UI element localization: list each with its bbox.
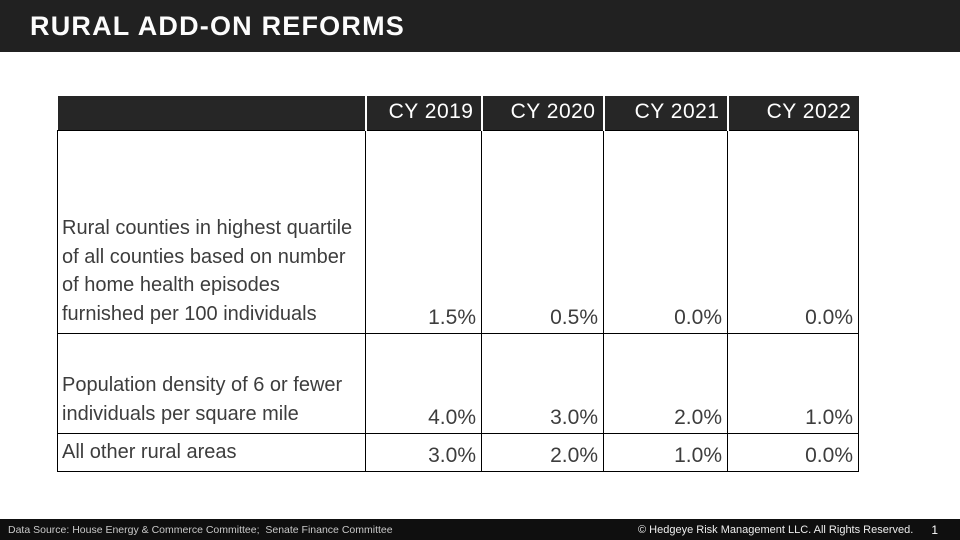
value-cell: 2.0% — [481, 432, 604, 473]
value-cell: 1.5% — [365, 130, 482, 334]
data-source-text: Data Source: House Energy & Commerce Com… — [8, 523, 393, 536]
value-cell: 1.0% — [603, 432, 728, 473]
row-label: Population density of 6 or fewer individ… — [57, 333, 366, 434]
footer-right-group: © Hedgeye Risk Management LLC. All Right… — [638, 523, 950, 537]
title-bar: RURAL ADD-ON REFORMS — [0, 0, 960, 52]
value-cell: 0.0% — [727, 130, 859, 334]
value-cell: 1.0% — [727, 333, 859, 434]
value-cell: 2.0% — [603, 333, 728, 434]
row-label: All other rural areas — [57, 432, 366, 473]
value-cell: 0.0% — [603, 130, 728, 334]
copyright-text: © Hedgeye Risk Management LLC. All Right… — [638, 523, 914, 536]
value-cell: 3.0% — [481, 333, 604, 434]
table-row-population-density: Population density of 6 or fewer individ… — [57, 333, 859, 434]
page-number: 1 — [931, 522, 938, 537]
value-cell: 0.5% — [481, 130, 604, 334]
column-header-cy2020: CY 2020 — [480, 96, 604, 131]
column-header-cy2021: CY 2021 — [602, 96, 728, 131]
row-label: Rural counties in highest quartile of al… — [57, 130, 366, 334]
column-header-cy2022: CY 2022 — [726, 96, 859, 131]
table-header-row: CY 2019 CY 2020 CY 2021 CY 2022 — [57, 96, 859, 131]
page-title: RURAL ADD-ON REFORMS — [30, 10, 405, 41]
rural-addon-table: CY 2019 CY 2020 CY 2021 CY 2022 Rural co… — [57, 96, 859, 473]
footer-bar: Data Source: House Energy & Commerce Com… — [0, 519, 960, 540]
value-cell: 0.0% — [727, 432, 859, 473]
column-header-blank — [57, 96, 366, 131]
table-container: CY 2019 CY 2020 CY 2021 CY 2022 Rural co… — [57, 96, 859, 473]
table-row-all-other-rural: All other rural areas 3.0% 2.0% 1.0% 0.0… — [57, 432, 859, 473]
value-cell: 4.0% — [365, 333, 482, 434]
value-cell: 3.0% — [365, 432, 482, 473]
table-row-highest-quartile: Rural counties in highest quartile of al… — [57, 130, 859, 334]
column-header-cy2019: CY 2019 — [364, 96, 482, 131]
